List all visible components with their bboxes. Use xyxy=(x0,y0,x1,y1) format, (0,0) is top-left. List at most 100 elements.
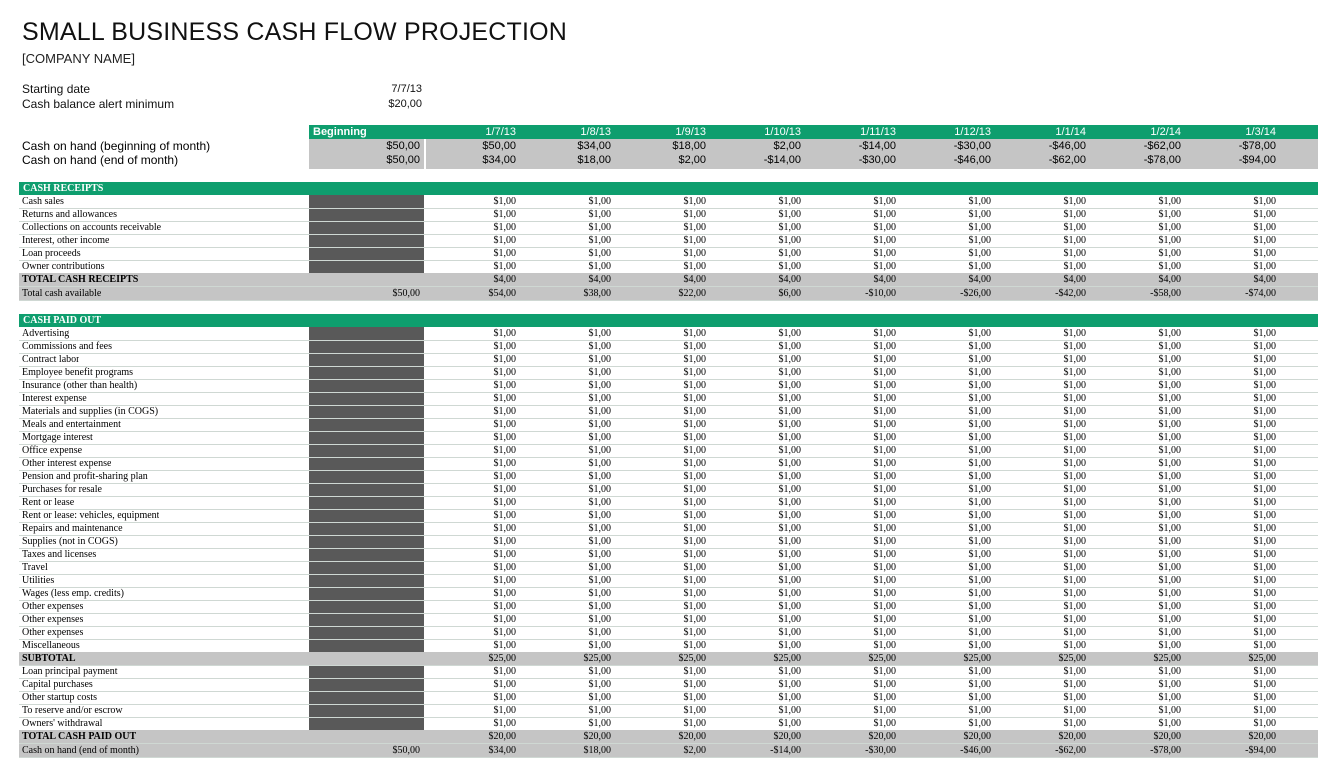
value-cell[interactable]: $1,00 xyxy=(1063,458,1087,469)
value-cell[interactable]: $1,00 xyxy=(588,562,612,573)
value-cell[interactable]: $1,00 xyxy=(1158,718,1182,729)
value-cell[interactable]: $1,00 xyxy=(1158,692,1182,703)
value-cell[interactable]: $1,00 xyxy=(1253,523,1277,534)
month-cell[interactable]: -$78,00 xyxy=(1238,140,1276,152)
value-cell[interactable]: $1,00 xyxy=(683,261,707,272)
value-cell[interactable]: $1,00 xyxy=(968,432,992,443)
value-cell[interactable]: $25,00 xyxy=(488,653,517,664)
value-cell[interactable]: $1,00 xyxy=(1253,341,1277,352)
value-cell[interactable]: $1,00 xyxy=(683,248,707,259)
value-cell[interactable]: $1,00 xyxy=(1158,679,1182,690)
value-cell[interactable]: $1,00 xyxy=(683,523,707,534)
value-cell[interactable]: $1,00 xyxy=(588,196,612,207)
value-cell[interactable]: $1,00 xyxy=(1158,484,1182,495)
value-cell[interactable]: $1,00 xyxy=(1158,705,1182,716)
value-cell[interactable]: $20,00 xyxy=(963,731,992,742)
value-cell[interactable]: $1,00 xyxy=(968,341,992,352)
value-cell[interactable]: $1,00 xyxy=(873,248,897,259)
value-cell[interactable]: $1,00 xyxy=(493,248,517,259)
value-cell[interactable]: $1,00 xyxy=(1063,471,1087,482)
value-cell[interactable]: $1,00 xyxy=(778,510,802,521)
value-cell[interactable]: $1,00 xyxy=(1063,497,1087,508)
value-cell[interactable]: $34,00 xyxy=(488,745,517,756)
value-cell[interactable]: $1,00 xyxy=(683,614,707,625)
value-cell[interactable]: $54,00 xyxy=(488,288,517,299)
value-cell[interactable]: $1,00 xyxy=(683,367,707,378)
value-cell[interactable]: $1,00 xyxy=(778,588,802,599)
value-cell[interactable]: $1,00 xyxy=(683,692,707,703)
value-cell[interactable]: $1,00 xyxy=(968,640,992,651)
value-cell[interactable]: $1,00 xyxy=(968,354,992,365)
value-cell[interactable]: $20,00 xyxy=(773,731,802,742)
value-cell[interactable]: $1,00 xyxy=(778,679,802,690)
value-cell[interactable]: $25,00 xyxy=(1058,653,1087,664)
value-cell[interactable]: $1,00 xyxy=(683,445,707,456)
value-cell[interactable]: $1,00 xyxy=(493,261,517,272)
value-cell[interactable]: $1,00 xyxy=(968,222,992,233)
value-cell[interactable]: $1,00 xyxy=(1063,692,1087,703)
value-cell[interactable]: $1,00 xyxy=(778,705,802,716)
value-cell[interactable]: $1,00 xyxy=(778,640,802,651)
value-cell[interactable]: $1,00 xyxy=(588,601,612,612)
value-cell[interactable]: $1,00 xyxy=(493,627,517,638)
value-cell[interactable]: $1,00 xyxy=(1158,432,1182,443)
value-cell[interactable]: $1,00 xyxy=(1253,222,1277,233)
value-cell[interactable]: $1,00 xyxy=(1158,549,1182,560)
value-cell[interactable]: $1,00 xyxy=(683,562,707,573)
value-cell[interactable]: $1,00 xyxy=(588,432,612,443)
value-cell[interactable]: -$26,00 xyxy=(960,288,991,299)
value-cell[interactable]: $1,00 xyxy=(1063,367,1087,378)
value-cell[interactable]: $1,00 xyxy=(873,445,897,456)
value-cell[interactable]: $1,00 xyxy=(873,209,897,220)
value-cell[interactable]: $1,00 xyxy=(873,432,897,443)
value-cell[interactable]: $1,00 xyxy=(873,341,897,352)
value-cell[interactable]: $1,00 xyxy=(1253,393,1277,404)
value-cell[interactable]: $6,00 xyxy=(778,288,802,299)
value-cell[interactable]: $1,00 xyxy=(493,484,517,495)
value-cell[interactable]: $1,00 xyxy=(873,196,897,207)
value-cell[interactable]: $1,00 xyxy=(873,627,897,638)
value-cell[interactable]: $1,00 xyxy=(1063,640,1087,651)
value-cell[interactable]: $1,00 xyxy=(1063,562,1087,573)
value-cell[interactable]: $1,00 xyxy=(493,222,517,233)
value-cell[interactable]: $1,00 xyxy=(778,328,802,339)
value-cell[interactable]: $1,00 xyxy=(1158,458,1182,469)
value-cell[interactable]: $1,00 xyxy=(588,484,612,495)
value-cell[interactable]: $1,00 xyxy=(683,705,707,716)
value-cell[interactable]: $4,00 xyxy=(778,274,802,285)
value-cell[interactable]: $1,00 xyxy=(493,354,517,365)
value-cell[interactable]: $25,00 xyxy=(1248,653,1277,664)
value-cell[interactable]: $1,00 xyxy=(778,484,802,495)
value-cell[interactable]: $1,00 xyxy=(778,575,802,586)
value-cell[interactable]: $1,00 xyxy=(1063,261,1087,272)
value-cell[interactable]: $1,00 xyxy=(1158,393,1182,404)
value-cell[interactable]: $1,00 xyxy=(588,692,612,703)
value-cell[interactable]: $1,00 xyxy=(683,588,707,599)
value-cell[interactable]: $1,00 xyxy=(778,536,802,547)
value-cell[interactable]: $1,00 xyxy=(1158,562,1182,573)
value-cell[interactable]: $1,00 xyxy=(778,367,802,378)
value-cell[interactable]: $1,00 xyxy=(1253,562,1277,573)
value-cell[interactable]: -$74,00 xyxy=(1245,288,1276,299)
value-cell[interactable]: $1,00 xyxy=(1253,679,1277,690)
value-cell[interactable]: $1,00 xyxy=(968,549,992,560)
value-cell[interactable]: $1,00 xyxy=(1158,614,1182,625)
value-cell[interactable]: $1,00 xyxy=(968,510,992,521)
value-cell[interactable]: $1,00 xyxy=(1063,209,1087,220)
value-cell[interactable]: $1,00 xyxy=(588,627,612,638)
value-cell[interactable]: $1,00 xyxy=(493,679,517,690)
value-cell[interactable]: $1,00 xyxy=(1253,196,1277,207)
value-cell[interactable]: $1,00 xyxy=(588,445,612,456)
value-cell[interactable]: $1,00 xyxy=(1063,575,1087,586)
value-cell[interactable]: $1,00 xyxy=(968,406,992,417)
value-cell[interactable]: -$46,00 xyxy=(960,745,991,756)
value-cell[interactable]: $20,00 xyxy=(1153,731,1182,742)
value-cell[interactable]: $1,00 xyxy=(1158,328,1182,339)
value-cell[interactable]: $1,00 xyxy=(873,458,897,469)
value-cell[interactable]: $25,00 xyxy=(868,653,897,664)
value-cell[interactable]: $1,00 xyxy=(683,380,707,391)
value-cell[interactable]: $4,00 xyxy=(873,274,897,285)
value-cell[interactable]: $1,00 xyxy=(1158,406,1182,417)
value-cell[interactable]: $1,00 xyxy=(493,601,517,612)
value-cell[interactable]: $1,00 xyxy=(873,536,897,547)
